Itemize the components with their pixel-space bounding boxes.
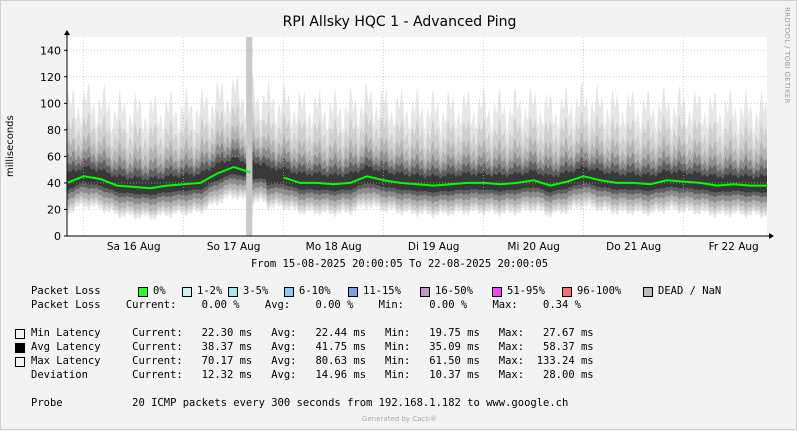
legend: Packet Loss 0% 1-2% 3-5% 6-10% 11-15% 16-50% 5…: [1, 1, 721, 409]
loss-class-label: 51-95%: [507, 285, 545, 297]
loss-class-label: 6-10%: [299, 285, 331, 297]
y-tick-label: 120: [40, 71, 61, 84]
y-tick-label: 60: [47, 150, 61, 163]
dead-nan-gap: [246, 37, 253, 236]
rrdtool-watermark: RRDTOOL / TOBI OETIKER: [783, 7, 791, 104]
y-tick-label: 0: [54, 230, 61, 243]
max-latency-row: Max Latency Current: 70.17 ms Avg: 80.63…: [31, 355, 594, 367]
loss-class-swatch: [284, 287, 294, 297]
packet-loss-label: Packet Loss: [31, 285, 101, 297]
loss-class-swatch: [228, 287, 238, 297]
x-tick-label: Sa 16 Aug: [107, 241, 161, 253]
x-tick-label: Di 19 Aug: [408, 241, 460, 253]
y-axis-arrow: [64, 30, 70, 35]
max-latency-swatch: [15, 357, 25, 367]
min-latency-swatch: [15, 329, 25, 339]
loss-class-swatch: [348, 287, 358, 297]
loss-class-label: 0%: [153, 285, 166, 297]
x-axis-arrow: [769, 233, 774, 239]
loss-class-label: DEAD / NaN: [658, 285, 722, 297]
loss-class-label: 1-2%: [197, 285, 223, 297]
y-tick-label: 100: [40, 97, 61, 110]
date-range: From 15-08-2025 20:00:05 To 22-08-2025 2…: [250, 258, 549, 270]
min-latency-row: Min Latency Current: 22.30 ms Avg: 22.44…: [31, 327, 594, 339]
loss-class-label: 96-100%: [577, 285, 622, 297]
packet-loss-stats: Packet Loss Current: 0.00 % Avg: 0.00 % …: [31, 299, 581, 311]
x-tick-label: Mo 18 Aug: [306, 241, 362, 253]
y-tick-label: 80: [47, 124, 61, 137]
y-tick-label: 40: [47, 177, 61, 190]
x-tick-label: Fr 22 Aug: [709, 241, 759, 253]
generated-by-footer: Generated by Cacti®: [362, 415, 437, 423]
loss-class-label: 16-50%: [435, 285, 473, 297]
x-tick-label: Mi 20 Aug: [507, 241, 560, 253]
x-tick-label: So 17 Aug: [207, 241, 261, 253]
probe-info: Probe 20 ICMP packets every 300 seconds …: [31, 397, 569, 409]
avg-latency-swatch: [15, 343, 25, 353]
loss-class-swatch: [643, 287, 653, 297]
deviation-row: Deviation Current: 12.32 ms Avg: 14.96 m…: [31, 369, 594, 381]
x-tick-label: Do 21 Aug: [606, 241, 661, 253]
avg-latency-line: [66, 165, 767, 190]
latency-band-5: [67, 156, 767, 196]
y-tick-label: 20: [47, 203, 61, 216]
loss-class-label: 3-5%: [243, 285, 269, 297]
loss-class-label: 11-15%: [363, 285, 401, 297]
loss-class-swatch: [492, 287, 502, 297]
y-tick-label: 140: [40, 44, 61, 57]
loss-class-swatch: [420, 287, 430, 297]
loss-class-swatch: [562, 287, 572, 297]
chart-title: RPI Allsky HQC 1 - Advanced Ping: [282, 14, 517, 30]
loss-class-swatch: [182, 287, 192, 297]
loss-class-swatch: [138, 287, 148, 297]
avg-latency-row: Avg Latency Current: 38.37 ms Avg: 41.75…: [31, 341, 594, 353]
